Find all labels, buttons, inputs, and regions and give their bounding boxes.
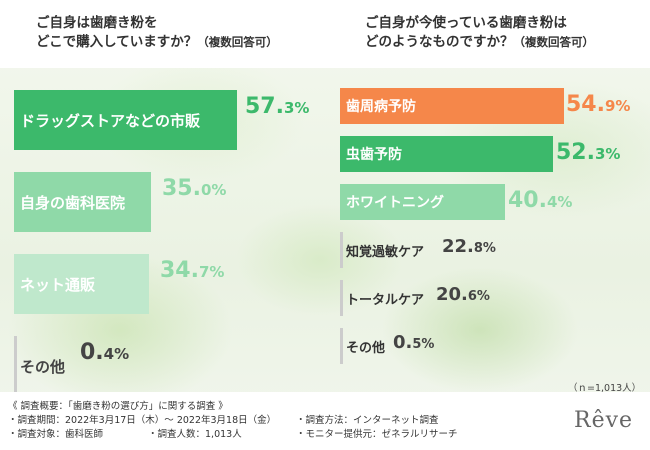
- bar-1: [14, 90, 237, 150]
- footer-target: ・調査対象：歯科医師: [8, 429, 104, 440]
- value-label-3: 34. 7%: [160, 258, 225, 283]
- footer-people: ・調査人数：1,013人: [148, 429, 242, 440]
- header-strip: [0, 0, 650, 68]
- category-label-5: トータルケア: [346, 292, 425, 308]
- value-label-6: 0. 5%: [393, 332, 435, 353]
- value-label-5: 20. 6%: [436, 284, 490, 305]
- left-chart-title: ご自身は歯磨き粉を どこで購入していますか？（複数回答可）: [36, 14, 278, 52]
- left-title-line2: どこで購入していますか？: [36, 34, 198, 50]
- category-label-1: ドラッグストアなどの市販: [20, 111, 201, 130]
- value-label-1: 57. 3%: [245, 94, 310, 119]
- category-label-4: 知覚過敏ケア: [346, 244, 425, 260]
- left-title-line1: ご自身は歯磨き粉を: [36, 15, 158, 31]
- right-title-line2: どのようなものですか？: [365, 34, 514, 50]
- value-label-1: 54. 9%: [566, 92, 631, 117]
- bar-1: [340, 88, 564, 124]
- survey-footer: 《 調査概要：「歯磨き粉の選び方」に関する調査 》 ・調査期間：2022年3月1…: [0, 392, 650, 450]
- left-title-note: （複数回答可）: [197, 35, 278, 49]
- category-label-6: その他: [346, 340, 386, 356]
- value-label-2: 35. 0%: [162, 176, 227, 201]
- bar-5: [340, 280, 424, 316]
- footer-provider: ・モニター提供元：ゼネラルリサーチ: [296, 429, 458, 440]
- category-label-4: その他: [20, 357, 66, 376]
- bar-4: [14, 336, 23, 396]
- right-title-line1: ご自身が今使っている歯磨き粉は: [365, 15, 567, 31]
- bar-4: [340, 232, 433, 268]
- category-label-2: 自身の歯科医院: [20, 193, 126, 212]
- bar-3: [340, 184, 505, 220]
- bar-3: [14, 254, 149, 314]
- category-label-3: ネット通販: [20, 275, 96, 294]
- footer-period: ・調査期間：2022年3月17日（木）～ 2022年3月18日（金）: [8, 415, 277, 426]
- value-label-2: 52. 3%: [556, 140, 621, 165]
- bar-6: [340, 328, 349, 364]
- value-label-4: 0. 4%: [80, 340, 130, 365]
- bar-2: [340, 136, 553, 172]
- footer-method: ・調査方法：インターネット調査: [296, 415, 439, 426]
- category-label-1: 歯周病予防: [346, 99, 416, 115]
- value-label-4: 22. 8%: [442, 236, 496, 257]
- right-title-note: （複数回答可）: [513, 35, 595, 49]
- category-label-3: ホワイトニング: [346, 195, 444, 211]
- right-chart-title: ご自身が今使っている歯磨き粉は どのようなものですか？（複数回答可）: [365, 14, 594, 52]
- footer-heading: 《 調査概要：「歯磨き粉の選び方」に関する調査 》: [8, 401, 228, 412]
- sample-size-note: （ｎ=1,013人）: [568, 383, 642, 394]
- category-label-2: 虫歯予防: [346, 147, 402, 163]
- bar-2: [14, 172, 151, 232]
- value-label-3: 40. 4%: [508, 188, 573, 213]
- reve-logo: Rêve: [574, 408, 634, 433]
